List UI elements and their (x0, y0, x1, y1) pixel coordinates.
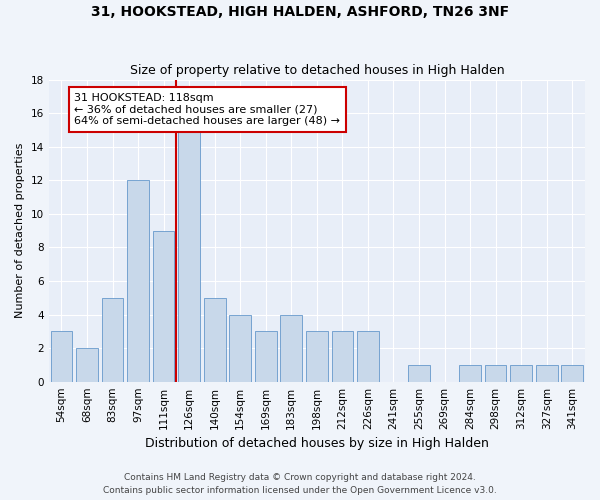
Bar (357, 332, 379, 382)
Bar (178, 130, 200, 382)
Bar (229, 314, 251, 382)
Bar (280, 314, 302, 382)
Text: 31 HOOKSTEAD: 118sqm
← 36% of detached houses are smaller (27)
64% of semi-detac: 31 HOOKSTEAD: 118sqm ← 36% of detached h… (74, 93, 340, 126)
Bar (127, 180, 149, 382)
Bar (204, 298, 226, 382)
Bar (50, 332, 72, 382)
Title: Size of property relative to detached houses in High Halden: Size of property relative to detached ho… (130, 64, 504, 77)
Bar (306, 332, 328, 382)
X-axis label: Distribution of detached houses by size in High Halden: Distribution of detached houses by size … (145, 437, 489, 450)
Bar (332, 332, 353, 382)
Bar (562, 365, 583, 382)
Bar (255, 332, 277, 382)
Text: Contains HM Land Registry data © Crown copyright and database right 2024.
Contai: Contains HM Land Registry data © Crown c… (103, 474, 497, 495)
Bar (101, 298, 124, 382)
Bar (153, 230, 175, 382)
Bar (485, 365, 506, 382)
Text: 31, HOOKSTEAD, HIGH HALDEN, ASHFORD, TN26 3NF: 31, HOOKSTEAD, HIGH HALDEN, ASHFORD, TN2… (91, 5, 509, 19)
Bar (408, 365, 430, 382)
Y-axis label: Number of detached properties: Number of detached properties (15, 143, 25, 318)
Bar (76, 348, 98, 382)
Bar (510, 365, 532, 382)
Bar (459, 365, 481, 382)
Bar (536, 365, 557, 382)
